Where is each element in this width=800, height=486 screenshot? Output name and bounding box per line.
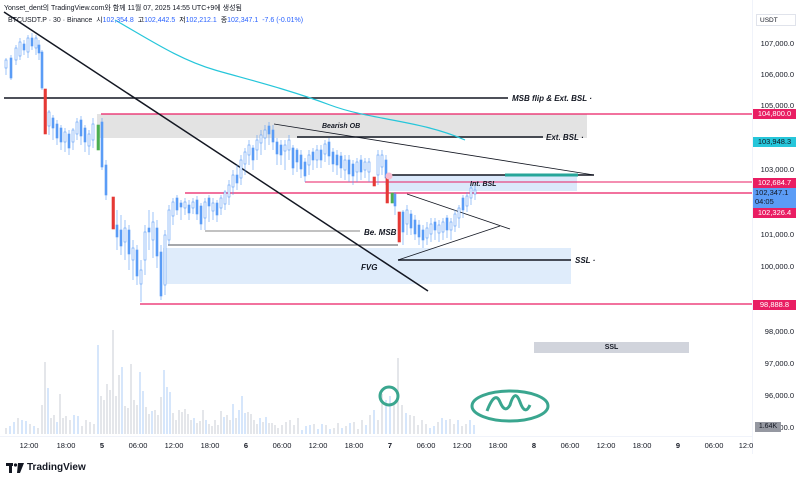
chart-credit: Yonset_dent의 TradingView.com와 함께 11월 07,… — [4, 5, 242, 12]
price-label-96000: 96,000.0 — [764, 391, 794, 400]
teal-ellipse-mark — [470, 389, 550, 423]
tag-104800: 104,800.0 — [753, 109, 796, 119]
price-axis-border — [752, 0, 753, 454]
time-label: 12:00 — [596, 441, 616, 450]
high-label: 고 — [137, 17, 145, 24]
bearish-ob-zone — [97, 114, 587, 138]
time-label: 8 — [531, 441, 537, 450]
tradingview-logo-icon — [6, 462, 24, 473]
time-label: 7 — [387, 441, 393, 450]
price-label-106000: 106,000.0 — [760, 70, 794, 79]
currency-button[interactable]: USDT — [756, 14, 796, 26]
close-label: 종 — [220, 17, 228, 24]
open-value: 102,354.8 — [102, 17, 134, 24]
label-int-bsl: Int. BSL — [470, 181, 496, 188]
tradingview-logo[interactable]: TradingView — [6, 462, 86, 473]
teal-wave-mark — [485, 394, 532, 412]
time-label: 12:0 — [738, 441, 754, 450]
price-label-97000: 97,000.0 — [764, 359, 794, 368]
label-fvg: FVG — [361, 263, 377, 272]
time-label: 9 — [675, 441, 681, 450]
int-bsl-dot — [385, 172, 393, 180]
time-label: 06:00 — [416, 441, 436, 450]
time-label: 12:00 — [164, 441, 184, 450]
int-bsl-zone — [387, 175, 577, 191]
teal-circle-mark — [378, 385, 400, 407]
triangle-lower-line — [397, 225, 501, 261]
price-label-107000: 107,000.0 — [760, 39, 794, 48]
time-label: 6 — [243, 441, 249, 450]
price-label-100000: 100,000.0 — [760, 262, 794, 271]
tag-last-price: 102,347.1 04:05 — [753, 188, 796, 208]
moving-average-line — [114, 19, 466, 141]
tag-102326: 102,326.4 — [753, 208, 796, 218]
close-value: 102,347.1 — [227, 17, 259, 24]
candles — [4, 33, 477, 302]
price-label-105000: 105,000.0 — [760, 101, 794, 110]
price-label-103000: 103,000.0 — [760, 165, 794, 174]
low-label: 저 — [179, 17, 186, 24]
time-label: 12:00 — [452, 441, 472, 450]
last-price-value: 102,347.1 — [755, 188, 789, 197]
volume-tag: 1.64K — [755, 422, 781, 432]
time-label: 06:00 — [128, 441, 148, 450]
tag-102684: 102,684.7 — [753, 178, 796, 188]
time-label: 5 — [99, 441, 105, 450]
volume-bars — [5, 330, 475, 434]
label-be-msb: Be. MSB — [364, 228, 397, 237]
time-label: 06:00 — [272, 441, 292, 450]
label-ext-bsl: Ext. BSL · — [546, 133, 584, 142]
time-label: 06:00 — [704, 441, 724, 450]
label-ssl: SSL · — [575, 256, 596, 265]
countdown-value: 04:05 — [755, 197, 774, 206]
tag-98888: 98,888.8 — [753, 300, 796, 310]
time-label: 18:00 — [488, 441, 508, 450]
time-axis[interactable]: 12:00 18:00 5 06:00 12:00 18:00 6 06:00 12:00 18:… — [0, 436, 754, 455]
time-label: 18:00 — [632, 441, 652, 450]
time-label: 18:00 — [200, 441, 220, 450]
open-label: 시 — [96, 17, 103, 24]
time-label: 18:00 — [344, 441, 364, 450]
time-label: 06:00 — [560, 441, 580, 450]
symbol-legend[interactable]: BTCUSDT.P · 30 · Binance 시102,354.8 고102… — [8, 15, 303, 25]
descending-trendline — [3, 11, 429, 292]
tag-ma-value: 103,948.3 — [753, 137, 796, 147]
label-msb-flip: MSB flip & Ext. BSL · — [512, 94, 592, 103]
change-value: -7.6 (-0.01%) — [262, 17, 304, 24]
brand-name: TradingView — [27, 462, 86, 473]
time-label: 18:00 — [56, 441, 76, 450]
symbol-name[interactable]: BTCUSDT.P · 30 · Binance — [8, 17, 93, 24]
label-bearish-ob: Bearish OB — [322, 123, 360, 130]
ssl-box-label: SSL — [534, 342, 689, 353]
high-value: 102,442.5 — [144, 17, 176, 24]
time-label: 12:00 — [308, 441, 328, 450]
price-label-101000: 101,000.0 — [760, 230, 794, 239]
low-value: 102,212.1 — [185, 17, 217, 24]
time-label: 12:00 — [19, 441, 39, 450]
upper-wedge-line — [273, 123, 595, 176]
price-label-98000: 98,000.0 — [764, 327, 794, 336]
fvg-zone — [163, 248, 571, 284]
